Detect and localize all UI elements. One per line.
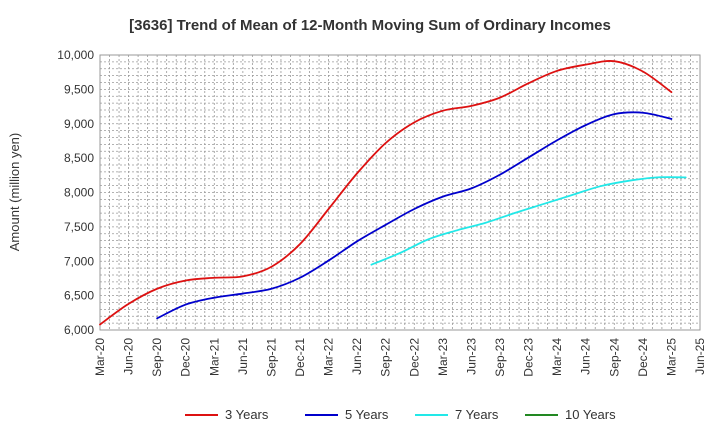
x-tick-label: Sep-23 bbox=[493, 338, 507, 377]
x-tick-label: Jun-22 bbox=[350, 338, 364, 375]
legend-label-10-years: 10 Years bbox=[565, 407, 616, 422]
y-tick-label: 9,000 bbox=[64, 117, 94, 131]
x-tick-label: Mar-22 bbox=[322, 338, 336, 376]
x-tick-label: Dec-22 bbox=[407, 338, 421, 377]
legend-label-7-years: 7 Years bbox=[455, 407, 499, 422]
series-line-5-years bbox=[156, 111, 673, 320]
y-tick-label: 6,000 bbox=[64, 323, 94, 337]
x-tick-label: Dec-24 bbox=[636, 338, 650, 377]
series-lines bbox=[99, 60, 687, 326]
y-tick-label: 7,500 bbox=[64, 220, 94, 234]
y-tick-label: 8,500 bbox=[64, 151, 94, 165]
x-tick-label: Mar-23 bbox=[436, 338, 450, 376]
x-axis-ticks: Mar-20 Jun-20 Sep-20 Dec-20 Mar-21 Jun-21 Sep-… bbox=[93, 338, 707, 377]
x-tick-label: Dec-23 bbox=[522, 338, 536, 377]
legend-label-5-years: 5 Years bbox=[345, 407, 389, 422]
x-tick-label: Mar-21 bbox=[207, 338, 221, 376]
series-line-3-years bbox=[99, 60, 673, 326]
x-tick-label: Jun-23 bbox=[464, 338, 478, 375]
x-tick-label: Sep-20 bbox=[150, 338, 164, 377]
x-tick-label: Jun-25 bbox=[693, 338, 707, 375]
x-tick-label: Mar-24 bbox=[550, 338, 564, 376]
y-axis-label: Amount (million yen) bbox=[7, 133, 22, 252]
x-tick-label: Sep-22 bbox=[379, 338, 393, 377]
y-tick-label: 7,000 bbox=[64, 254, 94, 268]
x-tick-label: Sep-24 bbox=[607, 338, 621, 377]
x-tick-label: Jun-20 bbox=[122, 338, 136, 375]
x-tick-label: Sep-21 bbox=[264, 338, 278, 377]
y-tick-label: 10,000 bbox=[57, 48, 94, 62]
y-tick-label: 6,500 bbox=[64, 289, 94, 303]
y-axis-ticks: 6,000 6,500 7,000 7,500 8,000 8,500 9,000 9,500… bbox=[57, 48, 94, 337]
x-tick-label: Jun-24 bbox=[579, 338, 593, 375]
grid-lines bbox=[100, 55, 700, 330]
x-tick-label: Mar-25 bbox=[664, 338, 678, 376]
x-tick-label: Jun-21 bbox=[236, 338, 250, 375]
y-tick-label: 8,000 bbox=[64, 186, 94, 200]
x-tick-label: Mar-20 bbox=[93, 338, 107, 376]
x-tick-label: Dec-21 bbox=[293, 338, 307, 377]
chart-title: [3636] Trend of Mean of 12-Month Moving … bbox=[129, 17, 611, 34]
x-tick-label: Dec-20 bbox=[179, 338, 193, 377]
legend: 3 Years 5 Years 7 Years 10 Years bbox=[185, 407, 616, 422]
legend-label-3-years: 3 Years bbox=[225, 407, 269, 422]
series-line-7-years bbox=[370, 176, 687, 266]
y-tick-label: 9,500 bbox=[64, 82, 94, 96]
